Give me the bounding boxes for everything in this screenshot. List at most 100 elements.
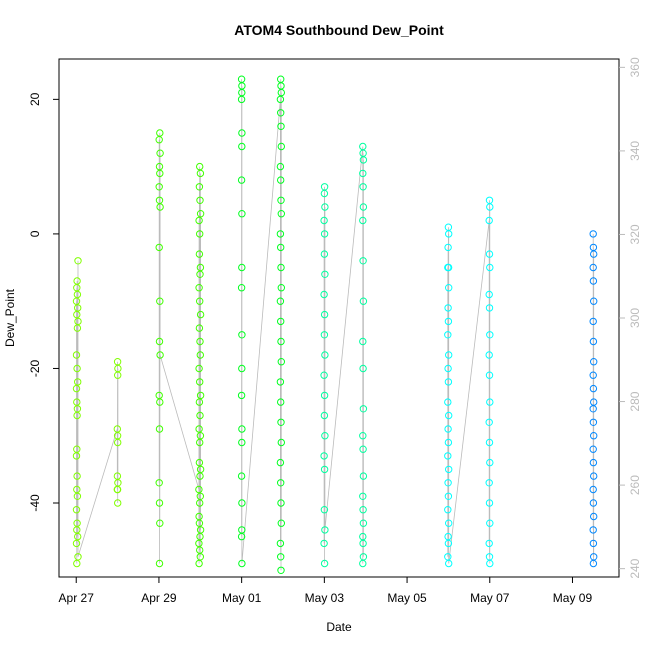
data-point <box>196 230 204 238</box>
data-point <box>321 203 329 211</box>
data-point <box>72 506 81 514</box>
data-point <box>445 411 453 420</box>
data-point <box>276 230 285 238</box>
data-point <box>195 250 204 258</box>
data-point <box>73 364 81 373</box>
data-point <box>320 465 329 474</box>
data-point <box>445 284 453 292</box>
data-point <box>155 243 163 252</box>
data-point <box>276 162 285 171</box>
data-point <box>277 317 285 326</box>
data-point <box>277 358 285 366</box>
data-point <box>590 432 598 440</box>
data-point <box>359 337 367 346</box>
data-point <box>320 371 328 379</box>
data-point <box>156 149 164 157</box>
data-point <box>72 452 81 460</box>
series-line-4 <box>447 200 491 564</box>
data-point <box>195 485 203 494</box>
connector-lines <box>76 79 595 571</box>
data-point <box>156 297 164 305</box>
data-point <box>445 559 453 568</box>
data-points <box>72 75 598 574</box>
data-point <box>320 290 328 299</box>
data-point <box>73 324 82 332</box>
x-tick-label: Apr 27 <box>59 591 95 605</box>
data-point <box>238 438 246 447</box>
data-point <box>277 438 285 447</box>
data-point <box>444 438 453 447</box>
data-point <box>196 432 205 440</box>
data-point <box>444 364 452 373</box>
axes: Apr 27 Apr 29 May 01 May 03 May 05 May 07 May … <box>28 57 642 605</box>
data-point <box>196 492 205 500</box>
data-point <box>195 183 204 191</box>
data-point <box>589 485 597 494</box>
right-y-tick-label: 360 <box>628 57 642 77</box>
data-point <box>320 216 328 225</box>
data-point <box>277 88 285 97</box>
data-point <box>277 284 285 292</box>
data-point <box>359 405 368 413</box>
data-point <box>238 331 246 339</box>
data-point <box>589 526 597 534</box>
data-point <box>589 371 597 379</box>
data-point <box>359 297 368 305</box>
data-point <box>155 499 164 507</box>
y-tick-label: -20 <box>28 359 42 377</box>
data-point <box>72 384 81 393</box>
data-point <box>156 519 164 527</box>
series-line-5 <box>592 233 595 564</box>
data-point <box>72 351 81 359</box>
x-tick-label: May 09 <box>553 591 593 605</box>
data-point <box>359 203 368 211</box>
y-tick-label: 0 <box>28 230 42 237</box>
data-point <box>237 472 246 480</box>
data-point <box>155 559 164 568</box>
data-point <box>359 559 367 568</box>
data-point <box>486 331 494 339</box>
y-axis-label: Dew_Point <box>3 288 17 347</box>
data-point <box>277 122 285 131</box>
data-point <box>73 559 81 568</box>
right-y-tick-label: 260 <box>628 475 642 495</box>
right-y-tick-label: 280 <box>628 391 642 411</box>
data-point <box>276 95 285 104</box>
data-point <box>320 230 329 238</box>
data-point <box>486 559 494 568</box>
data-point <box>277 479 285 487</box>
data-point <box>444 492 453 500</box>
data-point <box>485 216 493 225</box>
data-point <box>74 532 82 541</box>
data-point <box>485 304 494 312</box>
data-point <box>195 519 204 527</box>
data-point <box>320 391 329 400</box>
data-point <box>72 539 81 548</box>
data-point <box>73 492 82 500</box>
plot-frame <box>58 58 620 578</box>
data-point <box>238 559 246 568</box>
data-point <box>320 452 328 460</box>
data-point <box>196 351 205 359</box>
data-point <box>320 539 328 548</box>
data-point <box>114 438 122 447</box>
data-point <box>589 539 598 548</box>
data-point <box>485 351 493 359</box>
data-point <box>359 472 368 480</box>
data-point <box>73 411 81 420</box>
data-point <box>321 351 329 359</box>
data-point <box>445 519 453 527</box>
data-point <box>155 479 163 487</box>
data-point <box>155 136 163 144</box>
data-point <box>359 519 368 527</box>
data-point <box>359 432 367 440</box>
data-point <box>445 230 453 238</box>
data-point <box>238 142 246 151</box>
data-point <box>359 183 367 191</box>
data-point <box>277 337 285 346</box>
data-point <box>276 297 285 305</box>
data-point <box>589 384 598 393</box>
data-point <box>589 559 598 568</box>
data-point <box>589 337 598 346</box>
data-point <box>156 169 164 178</box>
